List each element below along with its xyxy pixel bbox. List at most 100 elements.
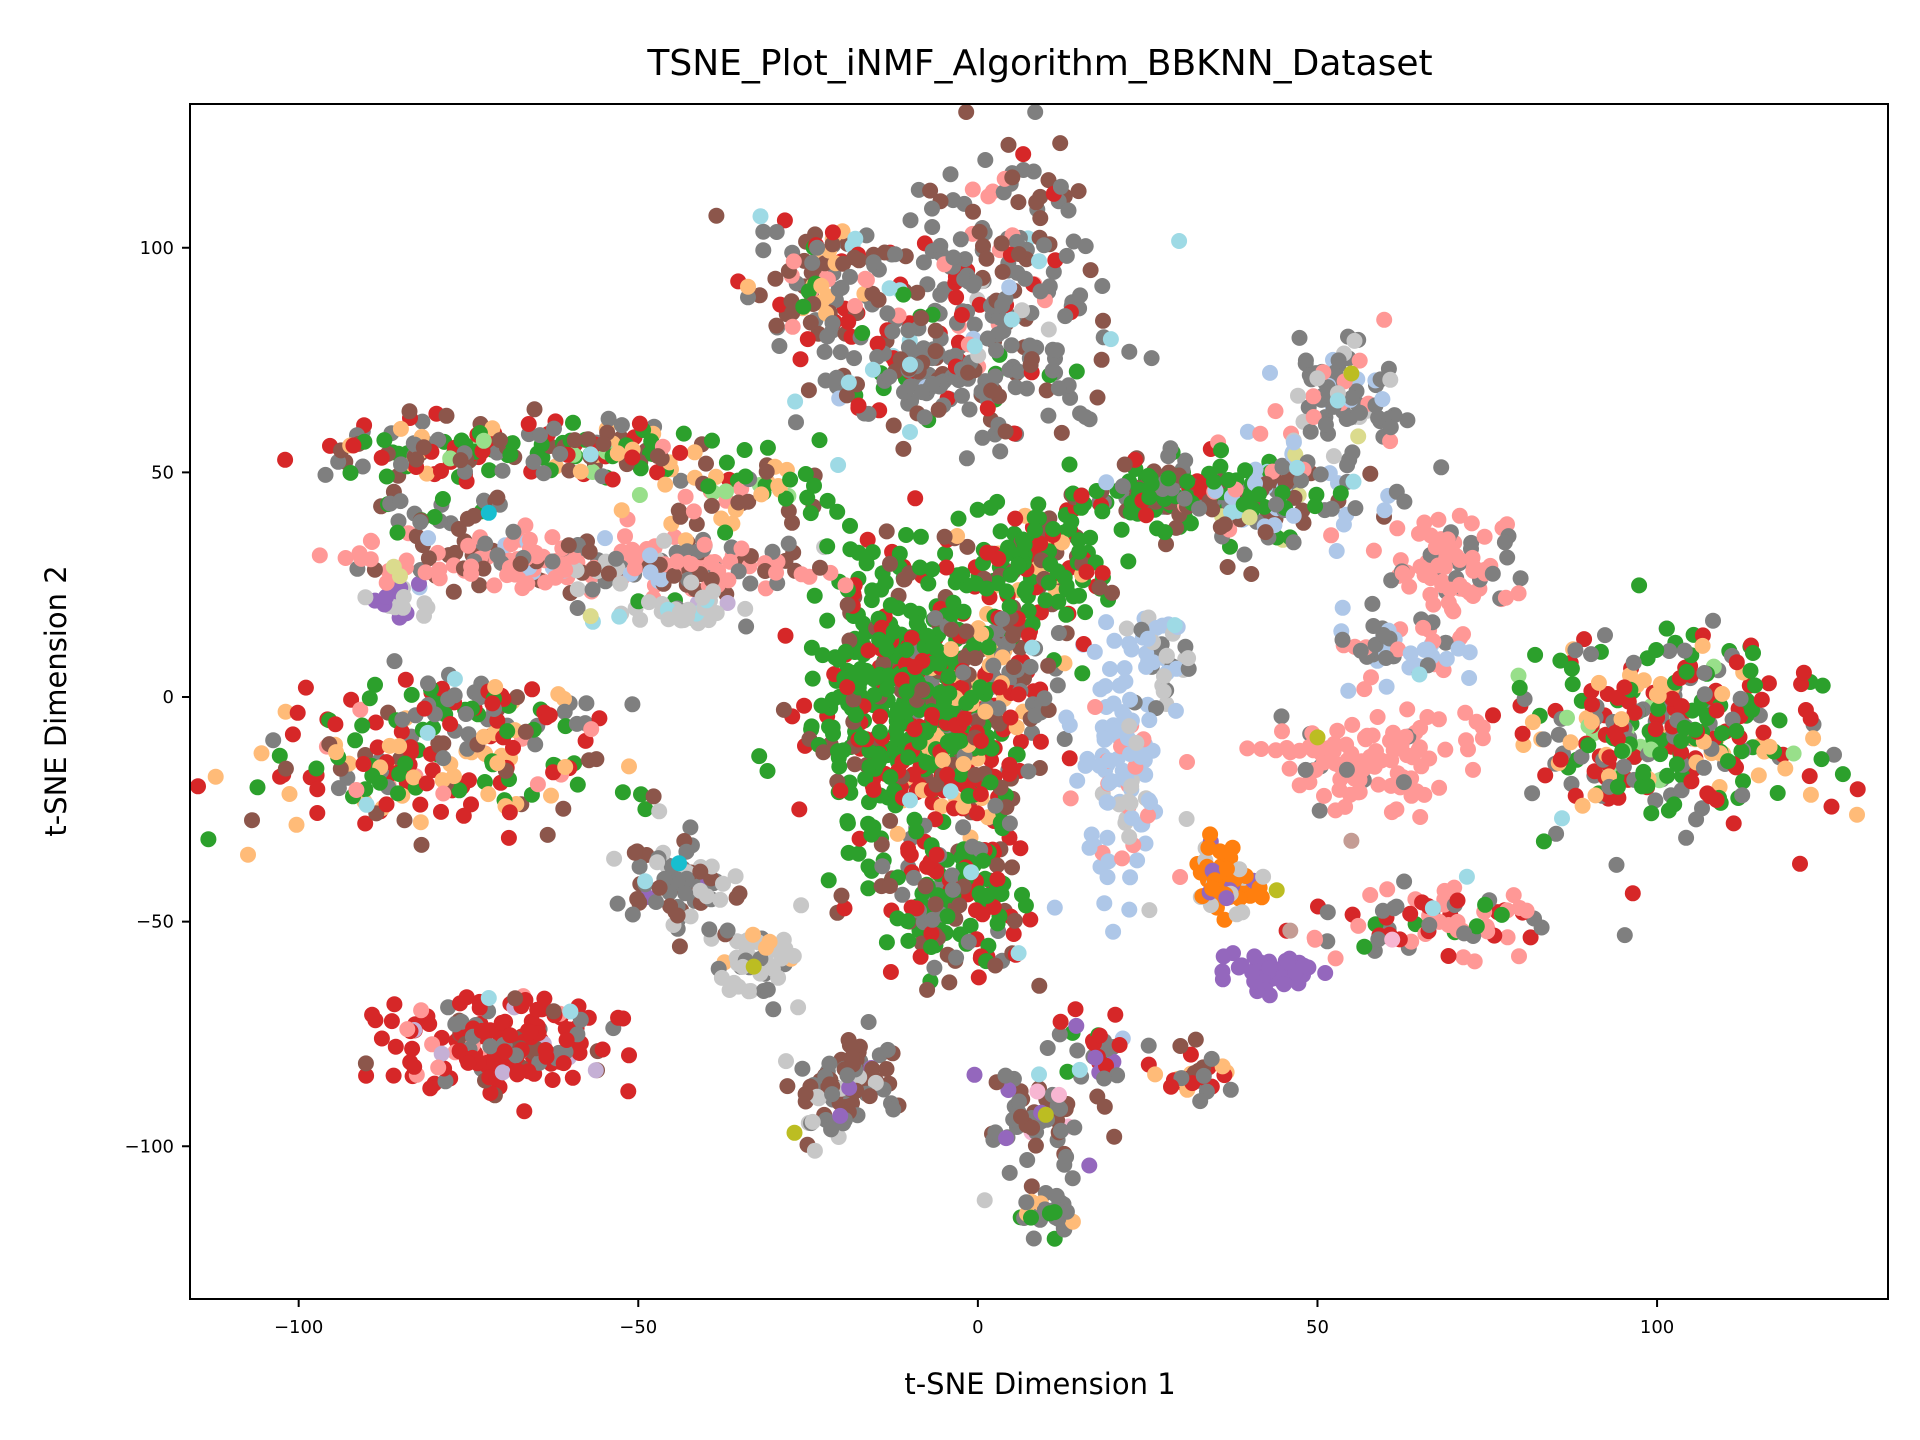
scatter-point [1458,732,1474,749]
scatter-point [1485,707,1501,724]
scatter-point [1524,785,1541,802]
scatter-point [979,887,996,904]
scatter-point [1010,686,1027,703]
scatter-point [1045,521,1062,537]
scatter-point [1805,730,1822,747]
scatter-point [1141,489,1158,506]
scatter-point [784,318,801,335]
scatter-point [507,990,524,1007]
scatter-point [1394,565,1411,582]
scatter-point [796,697,813,714]
scatter-point [966,338,983,355]
scatter-point [1141,902,1158,919]
scatter-point [1451,507,1468,524]
scatter-point [885,417,902,434]
scatter-point [421,1016,438,1032]
scatter-point [583,721,600,738]
scatter-point [882,812,899,829]
scatter-point [620,1083,637,1100]
scatter-point [974,429,991,446]
scatter-point [1451,576,1468,593]
scatter-point [597,530,613,547]
scatter-point [1834,766,1851,783]
scatter-point-highlight [1343,365,1360,382]
scatter-point [419,599,436,616]
scatter-point [1511,679,1528,696]
scatter-point [987,957,1004,974]
scatter-point [422,1080,439,1097]
scatter-point [1205,473,1222,490]
scatter-point [1327,950,1344,967]
scatter-point [967,766,984,783]
scatter-point [1037,592,1054,609]
scatter-point [1614,743,1631,760]
scatter-point [1137,835,1154,852]
scatter-point [417,564,434,581]
scatter-point [666,567,682,584]
scatter-point [281,786,298,802]
scatter-point [1091,579,1108,596]
scatter-point [1083,826,1100,843]
scatter-point [1114,478,1131,495]
scatter-point [560,537,577,554]
scatter-point [860,815,877,832]
scatter-point [1282,744,1299,761]
scatter-point [1121,343,1138,360]
scatter-point [1032,733,1049,750]
scatter-point [824,1086,841,1103]
scatter-point [895,440,912,457]
scatter-point [900,749,917,766]
scatter-point [484,695,501,712]
scatter-point [696,536,713,553]
scatter-point [496,1043,513,1060]
scatter-point [811,432,828,449]
scatter-point [1389,520,1406,537]
scatter-point [858,555,875,572]
scatter-point [994,297,1011,314]
scatter-point [913,384,930,401]
scatter-point [631,858,648,875]
scatter-point [816,343,833,360]
scatter-point [683,574,700,591]
scatter-point [854,325,871,341]
scatter-point [440,691,457,708]
scatter-point [1356,681,1373,698]
scatter-point [956,710,973,727]
scatter-point [1431,779,1448,796]
scatter-point [569,581,586,598]
scatter-point [1750,767,1767,784]
scatter-point [1714,685,1731,702]
scatter-point [1179,754,1195,770]
scatter-point [1023,1209,1039,1226]
scatter-point [1344,444,1361,461]
scatter-point-highlight [582,608,599,625]
scatter-point [874,858,891,875]
scatter-point [824,315,841,332]
scatter-point-highlight [671,855,687,872]
scatter-point [882,555,898,572]
scatter-point [1434,577,1451,594]
scatter-point [980,639,997,656]
scatter-point [648,894,664,910]
scatter-point [830,457,847,473]
scatter-point [1421,917,1438,933]
scatter-point [872,708,889,725]
scatter-point [426,509,443,525]
scatter-point [819,612,836,629]
scatter-point [558,1032,575,1048]
scatter-point [1648,642,1665,658]
scatter-point [621,1047,637,1064]
scatter-point [413,836,430,853]
scatter-point [1123,641,1140,658]
scatter-point [1092,681,1109,698]
scatter-point [1219,559,1236,575]
scatter-point [1625,654,1642,671]
scatter-point [458,989,475,1006]
scatter-point [1140,807,1156,824]
scatter-point [383,1013,400,1030]
scatter-point [764,960,781,977]
scatter-point-highlight [1031,253,1047,270]
scatter-point [1049,677,1066,694]
scatter-point [1268,496,1285,513]
scatter-point [944,867,961,884]
